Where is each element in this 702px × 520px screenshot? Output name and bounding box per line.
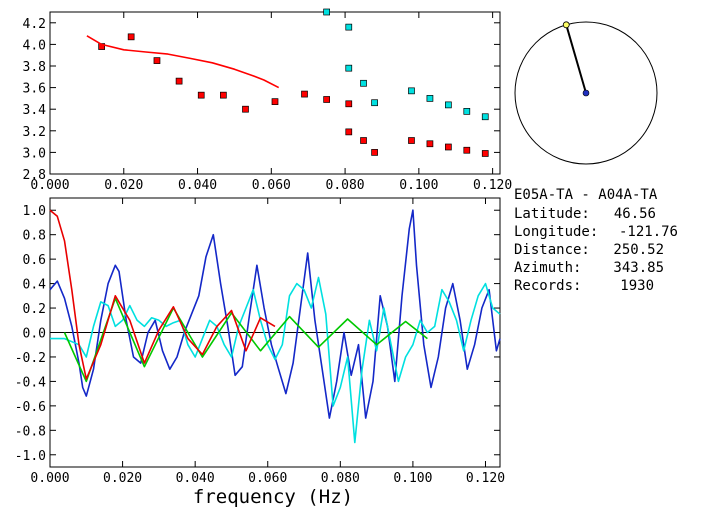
data-point (426, 140, 434, 148)
data-point (426, 95, 434, 102)
y-tick-label: 3.2 (23, 125, 46, 140)
longitude-value: -121.76 (619, 224, 678, 240)
info-panel: E05A-TA - A04A-TA Latitude: 46.56 Longit… (514, 187, 678, 294)
y-tick-label: 3.4 (23, 103, 47, 118)
data-point (360, 79, 367, 87)
latitude-label: Latitude: (514, 206, 590, 222)
x-tick-label: 0.120 (466, 471, 505, 486)
x-tick-label: 0.100 (393, 471, 432, 486)
data-point (197, 91, 205, 99)
y-tick-label: 0.4 (23, 278, 47, 293)
x-tick-label: 0.040 (178, 178, 217, 193)
y-tick-label: -0.4 (15, 375, 46, 390)
x-axis-label: frequency (Hz) (193, 486, 353, 508)
azimuth-label: Azimuth: (514, 260, 581, 276)
data-point (445, 101, 452, 109)
y-tick-label: 3.6 (23, 82, 46, 97)
data-point (242, 105, 249, 113)
x-tick-label: 0.020 (104, 178, 143, 193)
x-tick-label: 0.000 (30, 178, 69, 193)
data-point (153, 57, 161, 64)
longitude-label: Longitude: (514, 224, 598, 240)
data-point (408, 87, 415, 95)
data-point (323, 96, 330, 103)
series-line (63, 297, 428, 383)
x-tick-label: 0.040 (176, 471, 215, 486)
x-tick-label: 0.100 (399, 178, 438, 193)
y-tick-label: 2.8 (23, 168, 46, 183)
x-tick-label: 0.060 (252, 178, 291, 193)
data-point (360, 137, 367, 144)
data-point (345, 100, 353, 108)
y-tick-label: -0.8 (15, 424, 46, 439)
y-tick-label: -0.2 (15, 351, 46, 366)
data-point (220, 91, 227, 99)
compass-ring (514, 21, 658, 165)
y-tick-label: 0.0 (23, 327, 46, 342)
data-point (371, 149, 378, 156)
series-line (49, 209, 276, 380)
y-tick-label: 4.2 (23, 17, 46, 32)
station-pair-title: E05A-TA - A04A-TA (514, 187, 658, 203)
data-point (463, 146, 471, 154)
data-point (445, 143, 452, 151)
x-tick-label: 0.080 (326, 178, 365, 193)
needle-tip (562, 21, 570, 29)
data-point (408, 137, 415, 144)
data-point (271, 98, 279, 105)
y-tick-label: 0.8 (23, 229, 46, 244)
data-point (371, 99, 378, 107)
y-tick-label: 3.8 (23, 60, 46, 75)
y-tick-label: 4.0 (23, 38, 46, 53)
x-tick-label: 0.000 (30, 471, 69, 486)
data-point (481, 150, 489, 157)
x-tick-label: 0.080 (321, 471, 360, 486)
dispersion-plot: 0.000 0.020 0.040 0.060 0.080 0.100 0.120 2.8 3.… (23, 8, 512, 193)
data-point (345, 23, 353, 31)
data-point (481, 113, 489, 121)
x-tick-label: 0.060 (248, 471, 287, 486)
records-label: Records: (514, 278, 581, 294)
y-tick-label: -1.0 (15, 449, 46, 464)
y-tick-label: 0.2 (23, 302, 46, 317)
y-tick-label: 0.6 (23, 253, 46, 268)
distance-label: Distance: (514, 242, 590, 258)
series-line (49, 209, 501, 419)
records-value: 1930 (620, 278, 654, 294)
y-tick-label: 1.0 (23, 204, 46, 219)
data-point (301, 90, 308, 98)
series-line (86, 35, 280, 89)
latitude-value: 46.56 (614, 206, 656, 222)
azimuth-needle (565, 24, 587, 94)
data-point (463, 108, 471, 115)
azimuth-value: 343.85 (613, 260, 664, 276)
x-tick-label: 0.020 (103, 471, 142, 486)
series-line (50, 276, 501, 444)
data-point (175, 77, 183, 85)
y-tick-label: 3.0 (23, 146, 46, 161)
compass-center (582, 89, 590, 97)
y-tick-label: -0.6 (15, 400, 46, 415)
spectrum-plot: 0.000 0.020 0.040 0.060 0.080 0.100 0.120 -1.0 -… (15, 197, 505, 486)
data-point (345, 64, 353, 72)
data-point (323, 8, 330, 16)
x-tick-label: 0.120 (473, 178, 512, 193)
plot-frame (49, 11, 501, 175)
data-point (345, 128, 353, 136)
azimuth-compass (514, 21, 658, 165)
data-point (127, 33, 135, 41)
distance-value: 250.52 (613, 242, 664, 258)
